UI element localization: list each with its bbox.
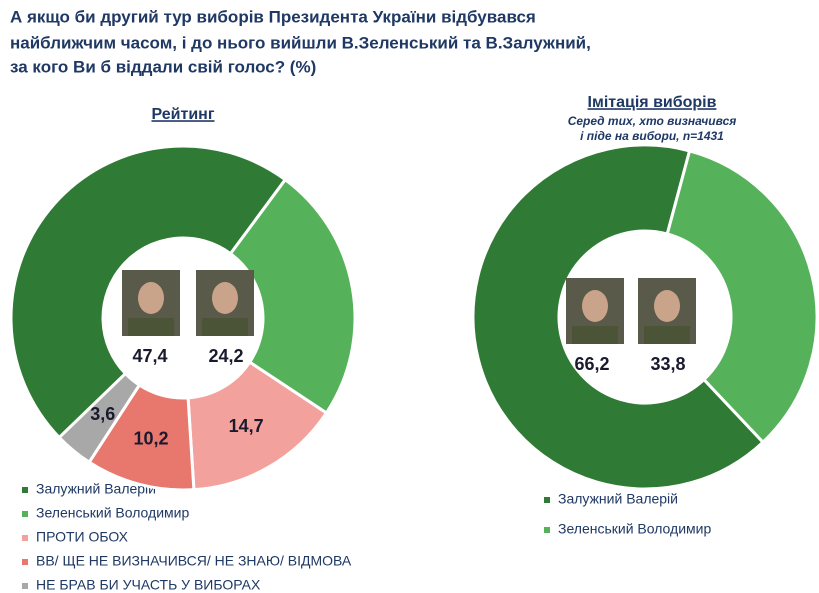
value-label: 14,7	[229, 416, 264, 436]
value-label: 66,2	[574, 354, 609, 374]
donut-segment	[665, 149, 819, 445]
chart-subtitle: Серед тих, хто визначився	[568, 114, 737, 128]
value-label: 3,6	[90, 404, 115, 424]
portrait-face	[654, 290, 680, 322]
donut-segment	[57, 371, 142, 465]
page-title-line: найближчим часом, і до нього вийшли В.Зе…	[10, 33, 591, 52]
donut-segment	[9, 144, 288, 440]
portrait-body	[644, 326, 690, 344]
legend-label: ВВ/ ЩЕ НЕ ВИЗНАЧИВСЯ/ НЕ ЗНАЮ/ ВІДМОВА	[36, 553, 352, 569]
value-label: 24,2	[208, 346, 243, 366]
portrait-face	[212, 282, 238, 314]
chart-title: Імітація виборів	[588, 94, 717, 111]
legend-marker	[544, 497, 550, 503]
page-title-line: за кого Ви б віддали свій голос? (%)	[10, 57, 316, 76]
legend-marker	[22, 583, 28, 589]
legend-label: Залужний Валерій	[36, 481, 156, 497]
legend-label: НЕ БРАВ БИ УЧАСТЬ У ВИБОРАХ	[36, 577, 261, 593]
legend-marker	[22, 487, 28, 493]
value-label: 47,4	[132, 346, 167, 366]
legend-marker	[22, 535, 28, 541]
portrait-body	[202, 318, 248, 336]
portrait-face	[138, 282, 164, 314]
legend-marker	[22, 559, 28, 565]
value-label: 33,8	[650, 354, 685, 374]
legend-label: Залужний Валерій	[558, 491, 678, 507]
legend-label: ПРОТИ ОБОХ	[36, 529, 129, 545]
portrait-body	[128, 318, 174, 336]
donut-segment	[228, 177, 357, 416]
legend-marker	[544, 527, 550, 533]
value-label: 10,2	[133, 429, 168, 449]
chart-title: Рейтинг	[151, 106, 214, 123]
donut-segment	[471, 143, 766, 491]
legend-label: Зеленський Володимир	[36, 505, 189, 521]
legend-marker	[22, 511, 28, 517]
chart-subtitle: і піде на вибори, n=1431	[580, 129, 724, 143]
portrait-body	[572, 326, 618, 344]
page-title-line: А якщо би другий тур виборів Президента …	[10, 7, 536, 26]
legend-label: Зеленський Володимир	[558, 521, 711, 537]
portrait-face	[582, 290, 608, 322]
donut-segment	[186, 360, 329, 492]
